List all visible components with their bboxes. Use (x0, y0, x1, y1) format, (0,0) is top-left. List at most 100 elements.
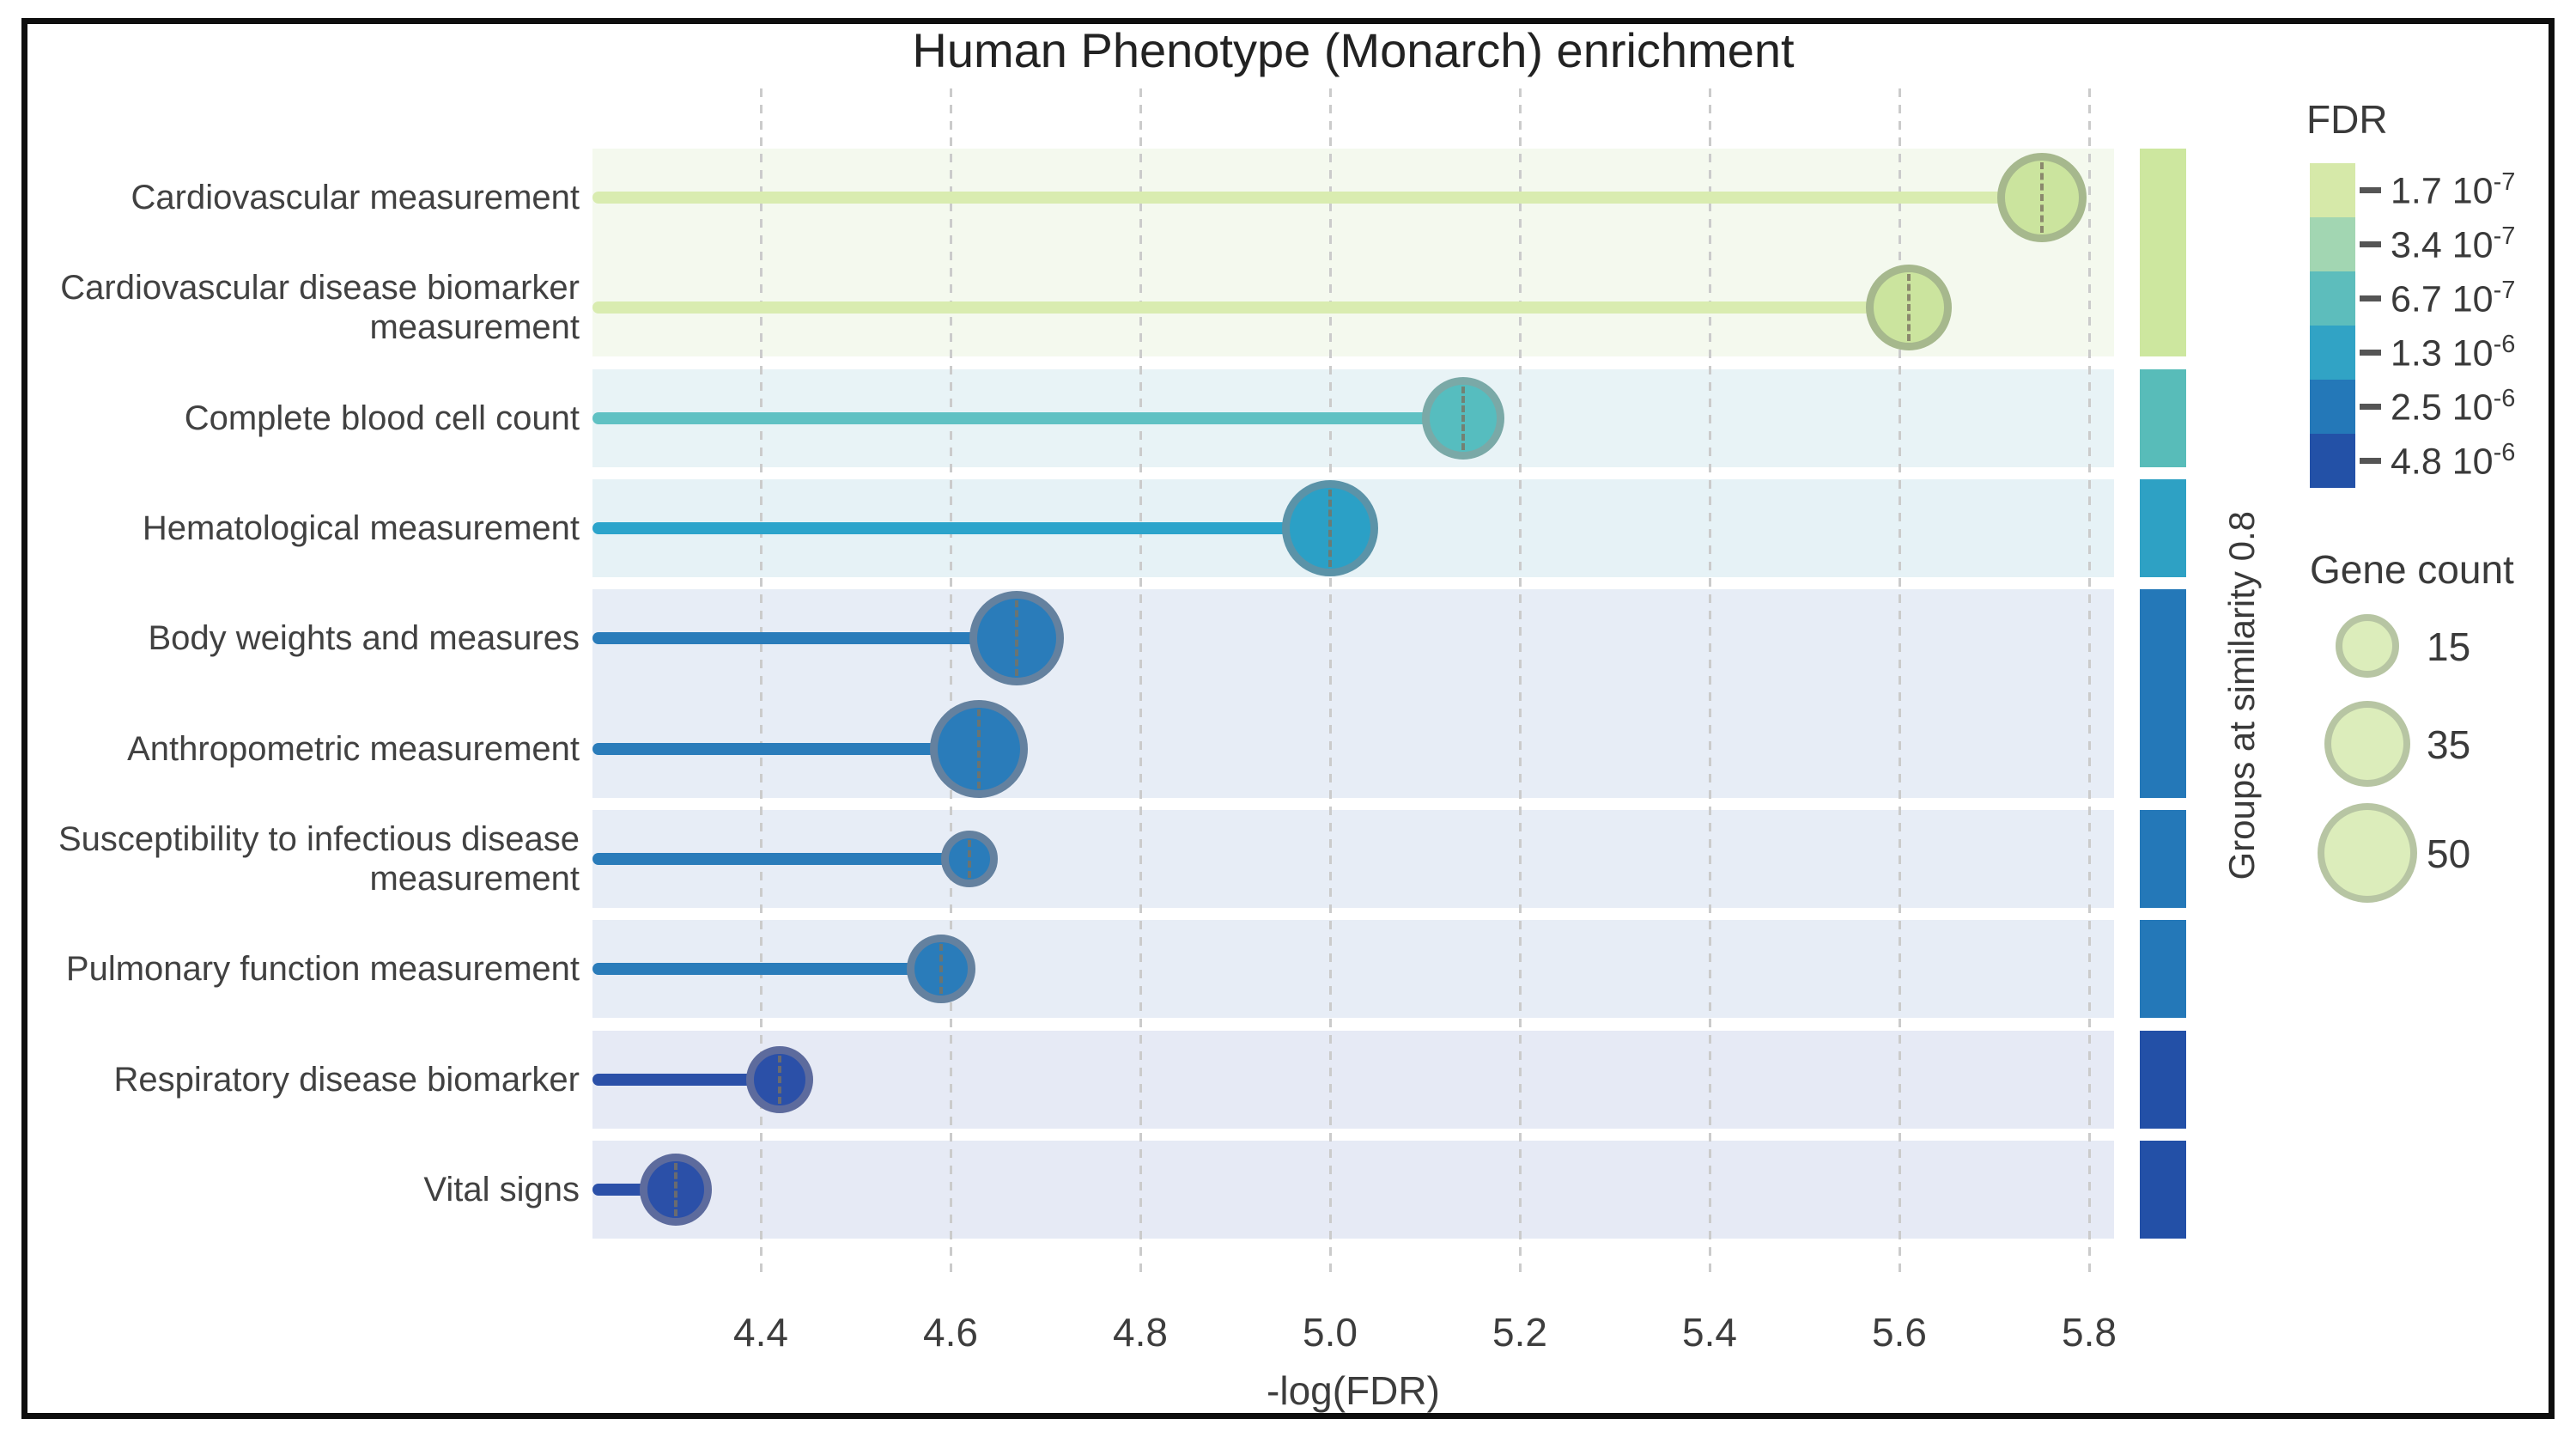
stem-1 (592, 192, 2042, 204)
fdr-legend-title: FDR (2306, 97, 2388, 142)
x-tick-label-5.2: 5.2 (1492, 1310, 1547, 1355)
y-label-line: Cardiovascular disease biomarker (60, 269, 580, 307)
fdr-legend-label-6: 4.8 10-6 (2391, 439, 2516, 483)
dot-center-dash-4 (1328, 490, 1332, 567)
fdr-exponent: -7 (2493, 277, 2516, 304)
y-label-3: Complete blood cell count (26, 399, 580, 438)
y-label-8: Pulmonary function measurement (26, 949, 580, 989)
dot-center-dash-8 (939, 944, 943, 994)
fdr-legend-label-5: 2.5 10-6 (2391, 385, 2516, 429)
gene-count-circle-15 (2336, 614, 2399, 678)
gene-count-circle-50 (2318, 803, 2417, 903)
group-tile-2 (2140, 369, 2186, 467)
y-label-line: Cardiovascular measurement (131, 179, 580, 216)
dot-center-dash-7 (968, 840, 971, 878)
x-tick-label-5.4: 5.4 (1682, 1310, 1737, 1355)
gene-count-label-35: 35 (2427, 722, 2471, 767)
stem-7 (592, 853, 969, 865)
fdr-legend-tick-6 (2360, 458, 2381, 464)
dot-center-dash-3 (1461, 387, 1465, 450)
gridline-5.8 (2088, 88, 2091, 1280)
fdr-legend-label-3: 6.7 10-7 (2391, 277, 2516, 320)
row-band-group-7 (592, 1031, 2114, 1129)
fdr-legend-tick-5 (2360, 404, 2381, 410)
figure-border (21, 18, 2555, 1419)
x-tick-label-4.6: 4.6 (923, 1310, 978, 1355)
fdr-legend-swatch-3 (2310, 271, 2355, 326)
dot-center-dash-9 (778, 1056, 781, 1104)
fdr-legend-tick-3 (2360, 295, 2381, 301)
row-band-group-8 (592, 1141, 2114, 1239)
fdr-legend-label-4: 1.3 10-6 (2391, 331, 2516, 374)
stem-6 (592, 743, 979, 755)
group-tile-3 (2140, 479, 2186, 577)
fdr-legend-label-1: 1.7 10-7 (2391, 168, 2516, 212)
x-tick-label-4.8: 4.8 (1113, 1310, 1168, 1355)
x-tick-label-4.4: 4.4 (733, 1310, 788, 1355)
y-label-line: Susceptibility to infectious disease (58, 820, 580, 858)
y-label-line: Pulmonary function measurement (65, 950, 580, 988)
x-tick-label-5.8: 5.8 (2062, 1310, 2117, 1355)
gridline-5.2 (1519, 88, 1522, 1280)
fdr-exponent: -7 (2493, 222, 2516, 250)
stem-9 (592, 1074, 780, 1086)
y-label-2: Cardiovascular disease biomarker measurem… (26, 268, 580, 347)
right-axis-label: Groups at similarity 0.8 (2221, 511, 2262, 880)
y-label-1: Cardiovascular measurement (26, 178, 580, 217)
gene-count-label-15: 15 (2427, 624, 2471, 669)
dot-center-dash-10 (674, 1163, 677, 1216)
stem-5 (592, 632, 1017, 644)
y-label-9: Respiratory disease biomarker (26, 1060, 580, 1099)
row-band-group-1 (592, 149, 2114, 356)
gene-count-label-50: 50 (2427, 831, 2471, 876)
right-axis-label-wrap: Groups at similarity 0.8 (2212, 378, 2272, 1014)
fdr-legend-swatch-6 (2310, 434, 2355, 488)
group-tile-6 (2140, 920, 2186, 1018)
y-label-4: Hematological measurement (26, 508, 580, 548)
stem-3 (592, 412, 1463, 424)
fdr-legend-tick-2 (2360, 241, 2381, 247)
stem-8 (592, 963, 941, 975)
fdr-legend-swatch-4 (2310, 326, 2355, 380)
fdr-exponent: -7 (2493, 168, 2516, 196)
gene-count-circle-35 (2324, 701, 2410, 787)
dot-center-dash-1 (2040, 162, 2044, 233)
fdr-legend-swatch-1 (2310, 163, 2355, 217)
y-label-line: Complete blood cell count (184, 399, 580, 437)
y-label-line: measurement (369, 860, 580, 898)
y-label-5: Body weights and measures (26, 618, 580, 658)
group-tile-4 (2140, 589, 2186, 798)
dot-center-dash-5 (1015, 600, 1018, 676)
gene-count-legend-title: Gene count (2310, 547, 2514, 592)
y-label-line: Body weights and measures (148, 619, 580, 657)
fdr-legend-swatch-5 (2310, 380, 2355, 434)
fdr-exponent: -6 (2493, 439, 2516, 466)
gridline-5.0 (1329, 88, 1332, 1280)
fdr-exponent: -6 (2493, 385, 2516, 412)
x-tick-label-5.0: 5.0 (1303, 1310, 1358, 1355)
gridline-5.6 (1899, 88, 1901, 1280)
chart-title: Human Phenotype (Monarch) enrichment (912, 23, 1795, 77)
group-tile-1 (2140, 149, 2186, 356)
fdr-exponent: -6 (2493, 331, 2516, 358)
fdr-legend-tick-1 (2360, 187, 2381, 193)
y-label-7: Susceptibility to infectious disease meas… (26, 819, 580, 898)
stem-4 (592, 522, 1330, 534)
fdr-legend-label-2: 3.4 10-7 (2391, 222, 2516, 266)
y-label-line: Anthropometric measurement (127, 730, 580, 768)
y-label-line: Hematological measurement (142, 509, 580, 547)
fdr-legend-swatch-2 (2310, 217, 2355, 271)
group-tile-8 (2140, 1141, 2186, 1239)
y-label-line: Vital signs (423, 1171, 580, 1209)
row-band-group-4 (592, 589, 2114, 798)
dot-center-dash-6 (977, 709, 981, 789)
gridline-4.8 (1139, 88, 1142, 1280)
gridline-5.4 (1709, 88, 1711, 1280)
group-tile-7 (2140, 1031, 2186, 1129)
gridline-4.6 (950, 88, 952, 1280)
dot-center-dash-2 (1907, 274, 1911, 341)
y-label-6: Anthropometric measurement (26, 729, 580, 769)
y-label-10: Vital signs (26, 1170, 580, 1209)
y-label-line: Respiratory disease biomarker (113, 1061, 580, 1099)
